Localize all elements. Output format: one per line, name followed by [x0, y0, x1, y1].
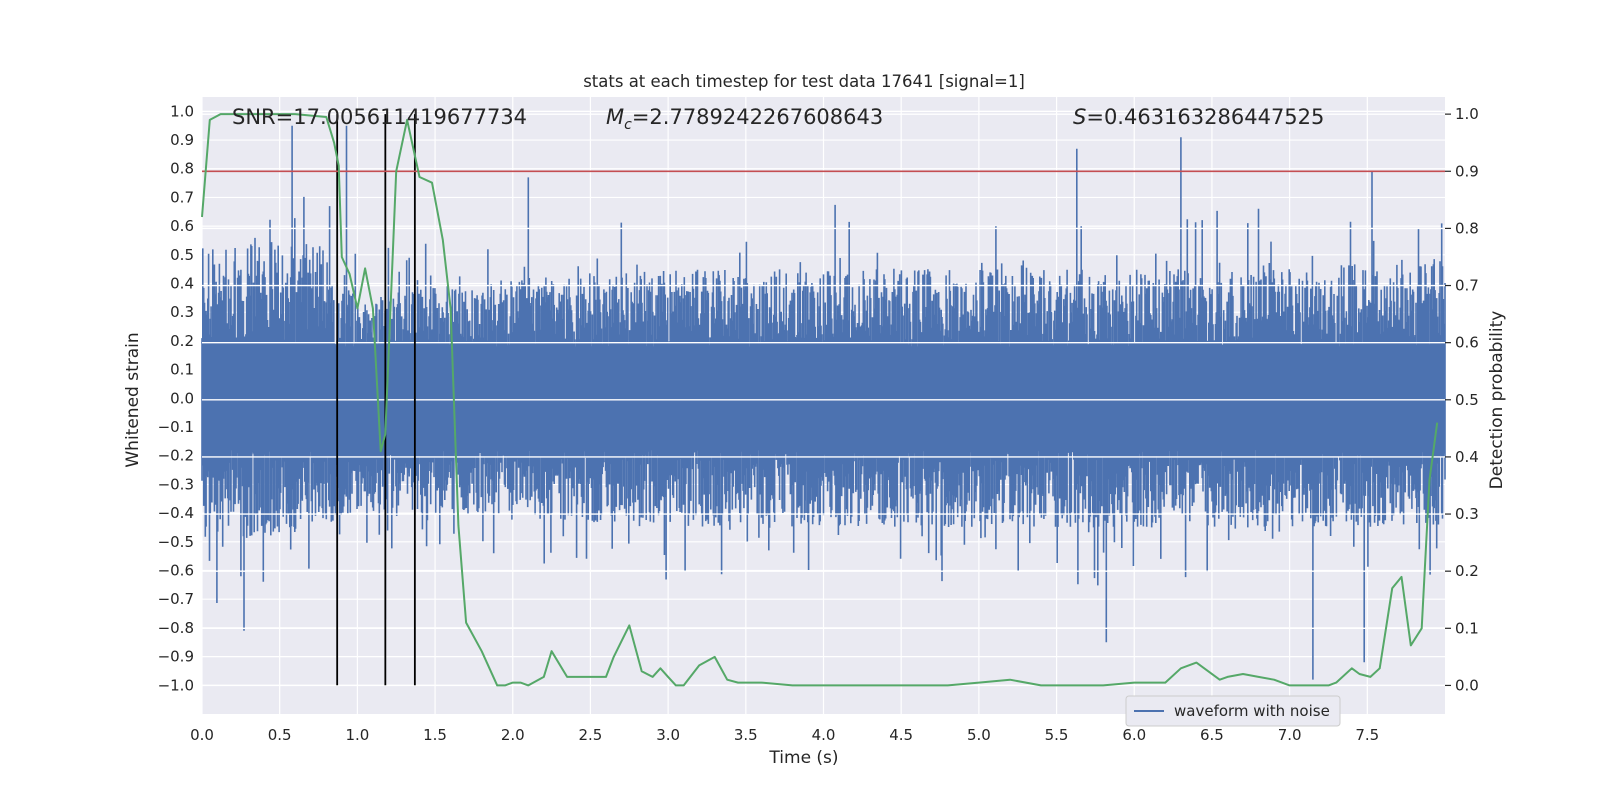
x-tick-label: 6.5 [1200, 726, 1224, 744]
y-left-tick-label: −0.1 [158, 418, 194, 436]
y-left-tick-label: −0.7 [158, 590, 194, 608]
s-annotation: S=0.463163286447525 [1073, 105, 1324, 129]
y-right-tick-label: 0.8 [1455, 219, 1479, 237]
chirp-mass-subscript: c [624, 117, 632, 133]
x-tick-label: 5.0 [967, 726, 991, 744]
chirp-mass-symbol: M [606, 105, 624, 129]
snr-annotation: SNR=17.005611419677734 [232, 105, 527, 129]
x-tick-label: 2.5 [579, 726, 603, 744]
x-tick-label: 5.5 [1045, 726, 1069, 744]
legend-label: waveform with noise [1174, 702, 1330, 720]
y-left-tick-label: −0.9 [158, 648, 194, 666]
y-right-tick-label: 0.7 [1455, 277, 1479, 295]
y-axis-right-label: Detection probability [1487, 311, 1507, 490]
y-left-tick-label: 0.9 [170, 131, 194, 149]
s-symbol: S [1073, 105, 1086, 129]
y-right-tick-label: 0.4 [1455, 448, 1479, 466]
y-right-tick-label: 0.0 [1455, 676, 1479, 694]
y-left-tick-label: −0.8 [158, 619, 194, 637]
x-tick-label: 7.5 [1355, 726, 1379, 744]
x-tick-label: 0.5 [268, 726, 292, 744]
x-axis: 0.0 0.5 1.0 1.5 2.0 2.5 3.0 3.5 4.0 4.5 5.0 5.5 6.0 6… [190, 726, 1379, 744]
chirp-mass-annotation: Mc=2.7789242267608643 [606, 105, 883, 133]
x-tick-label: 7.0 [1278, 726, 1302, 744]
x-tick-label: 3.0 [656, 726, 680, 744]
event-markers [336, 114, 416, 686]
y-right-tick-label: 0.1 [1455, 619, 1479, 637]
y-left-tick-label: 0.4 [170, 275, 194, 293]
chart-title: stats at each timestep for test data 176… [583, 72, 1025, 91]
s-value: =0.463163286447525 [1086, 105, 1324, 129]
y-left-tick-label: −1.0 [158, 676, 194, 694]
x-axis-label: Time (s) [768, 748, 838, 768]
legend-box [1125, 695, 1341, 727]
y-left-tick-label: −0.4 [158, 504, 194, 522]
y-axis-left-label: Whitened strain [123, 332, 143, 467]
y-left-tick-label: −0.6 [158, 562, 194, 580]
y-left-tick-label: 0.6 [170, 217, 194, 235]
y-right-tick-label: 0.2 [1455, 562, 1479, 580]
probability-series [201, 113, 1439, 687]
y-right-tick-label: 0.6 [1455, 334, 1479, 352]
y-left-tick-label: 0.0 [170, 389, 194, 407]
legend: waveform with noise [1125, 695, 1341, 727]
y-left-tick-label: 0.8 [170, 160, 194, 178]
x-tick-label: 1.0 [345, 726, 369, 744]
y-left-tick-label: 1.0 [170, 102, 194, 120]
y-left-tick-label: −0.2 [158, 447, 194, 465]
y-left-tick-label: 0.7 [170, 188, 194, 206]
y-left-tick-label: 0.2 [170, 332, 194, 350]
chirp-mass-value: =2.7789242267608643 [632, 105, 883, 129]
waveform-line [201, 125, 1446, 680]
x-tick-label: 4.0 [812, 726, 836, 744]
y-left-tick-label: −0.5 [158, 533, 194, 551]
y-axis-right: 1.0 0.9 0.8 0.7 0.6 0.5 0.4 0.3 0.2 0.1 0.0 [1445, 105, 1479, 694]
y-left-tick-label: −0.3 [158, 475, 194, 493]
y-left-tick-label: 0.1 [170, 361, 194, 379]
probability-line [201, 113, 1439, 687]
waveform-series [201, 125, 1446, 680]
x-tick-label: 2.0 [501, 726, 525, 744]
x-tick-label: 6.0 [1122, 726, 1146, 744]
x-tick-label: 0.0 [190, 726, 214, 744]
y-right-tick-label: 0.9 [1455, 162, 1479, 180]
x-tick-label: 3.5 [734, 726, 758, 744]
y-left-tick-label: 0.5 [170, 246, 194, 264]
y-right-tick-label: 0.5 [1455, 391, 1479, 409]
y-left-tick-label: 0.3 [170, 303, 194, 321]
y-axis-left: 1.0 0.9 0.8 0.7 0.6 0.5 0.4 0.3 0.2 0.1 0.0 −0.1 −0.… [158, 102, 194, 694]
x-tick-label: 4.5 [889, 726, 913, 744]
x-tick-label: 1.5 [423, 726, 447, 744]
y-right-tick-label: 1.0 [1455, 105, 1479, 123]
y-right-tick-label: 0.3 [1455, 505, 1479, 523]
